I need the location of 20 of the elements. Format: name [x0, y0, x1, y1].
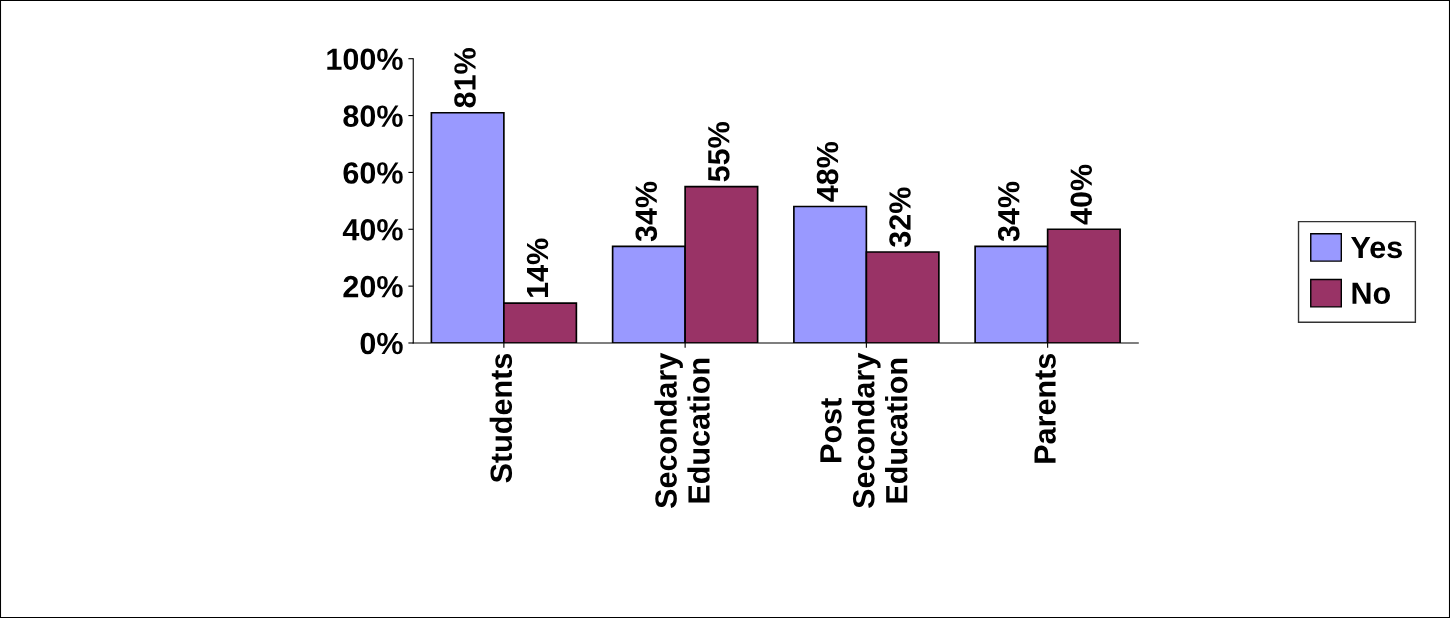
data-label: 34% — [997, 181, 1020, 242]
data-label: 55% — [708, 122, 730, 182]
legend-label: No — [1352, 282, 1391, 304]
data-label: 48% — [816, 141, 839, 202]
x-tick-label: Parents — [1034, 353, 1056, 463]
y-tick-label: 20% — [343, 275, 403, 298]
x-tick-label: Students — [489, 353, 513, 483]
y-tick-label: 40% — [342, 219, 403, 241]
y-tick-label: 0% — [360, 332, 403, 355]
y-tick-label: 60% — [343, 162, 403, 184]
x-tick-label: Secondary Education — [654, 352, 710, 509]
y-tick-label: 80% — [343, 105, 403, 127]
data-label: 32% — [889, 187, 911, 248]
data-label: 34% — [635, 181, 658, 242]
y-tick-label: 100% — [327, 48, 403, 71]
data-label: 40% — [1070, 164, 1093, 225]
x-tick-label: Post Secondary Education — [820, 352, 908, 509]
legend-label: Yes — [1350, 236, 1402, 259]
data-label: 14% — [526, 238, 549, 297]
data-label: 81% — [454, 48, 476, 108]
